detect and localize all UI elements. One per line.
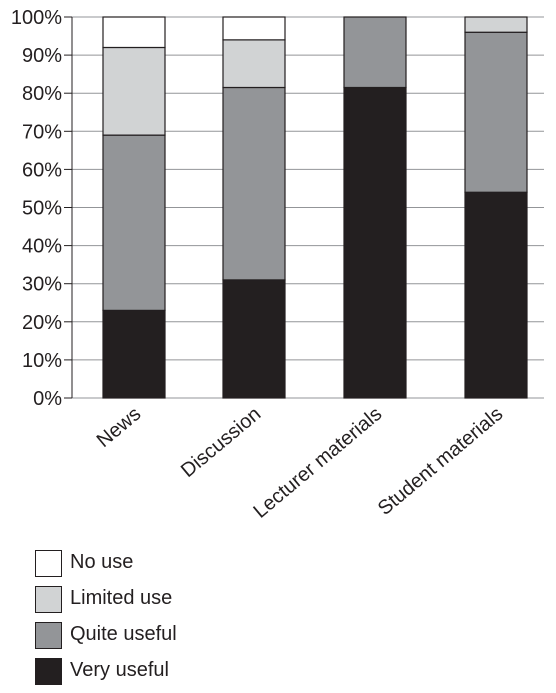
- bar-segment-quite-useful: [102, 134, 166, 311]
- bar-segment-limited-use: [102, 46, 166, 136]
- y-tick-label: 70%: [22, 121, 62, 143]
- legend-label: Very useful: [70, 659, 169, 681]
- bar-segment-no-use: [222, 16, 286, 41]
- x-tick-label: Discussion: [177, 403, 265, 482]
- bar-segment-very-useful: [343, 86, 407, 399]
- y-tick-label: 100%: [11, 7, 62, 29]
- bar-segment-no-use: [102, 16, 166, 49]
- x-tick-label: News: [93, 403, 145, 452]
- bars: [102, 16, 528, 399]
- bar-segment-very-useful: [102, 309, 166, 399]
- bar-segment-very-useful: [464, 191, 528, 399]
- y-tick-label: 30%: [22, 274, 62, 296]
- bar-segment-limited-use: [464, 16, 528, 33]
- bar-segment-quite-useful: [222, 86, 286, 281]
- bar-group: [343, 16, 407, 399]
- legend-swatch: [35, 622, 62, 649]
- legend-label: Quite useful: [70, 623, 177, 645]
- y-tick-label: 0%: [33, 388, 62, 410]
- y-tick-label: 90%: [22, 45, 62, 67]
- legend-swatch: [35, 658, 62, 685]
- y-tick-label: 80%: [22, 83, 62, 105]
- y-axis: 0% 10% 20% 30% 40% 50% 60% 70% 80% 90% 100%: [11, 7, 73, 410]
- y-tick-label: 40%: [22, 236, 62, 258]
- x-tick-label: Student materials: [374, 403, 507, 520]
- y-tick-label: 10%: [22, 350, 62, 372]
- bar-group: [102, 16, 166, 399]
- legend-swatch: [35, 550, 62, 577]
- bar-group: [464, 16, 528, 399]
- bar-segment-quite-useful: [464, 31, 528, 193]
- legend-swatch: [35, 586, 62, 613]
- y-tick-label: 20%: [22, 312, 62, 334]
- legend-label: No use: [70, 551, 134, 573]
- bar-group: [222, 16, 286, 399]
- bar-segment-quite-useful: [343, 16, 407, 89]
- y-tick-label: 60%: [22, 159, 62, 181]
- y-tick-label: 50%: [22, 198, 62, 220]
- legend-label: Limited use: [70, 587, 173, 609]
- bar-segment-limited-use: [222, 39, 286, 89]
- bar-segment-very-useful: [222, 279, 286, 399]
- x-tick-label: Lecturer materials: [249, 403, 386, 523]
